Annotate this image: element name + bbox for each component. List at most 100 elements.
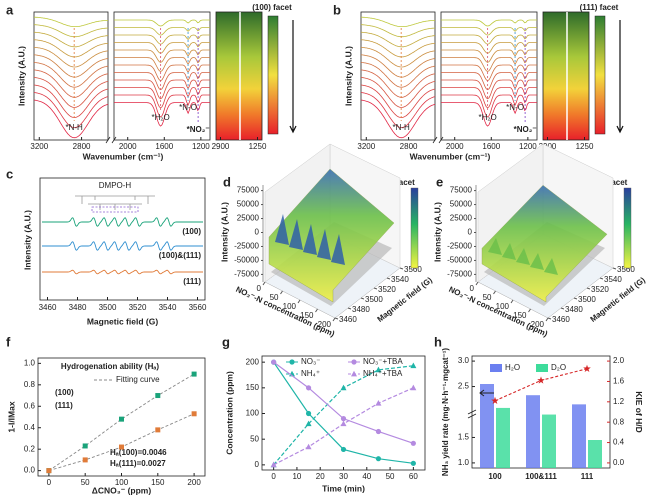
chart-title: Hydrogenation ability (Hₐ) — [61, 362, 159, 371]
x-tick-label: 100 — [283, 302, 297, 311]
x-tick — [262, 281, 266, 286]
spectrum-curve — [360, 31, 436, 48]
spectrum-curve — [114, 102, 210, 127]
plot-frame — [360, 11, 436, 141]
x-tick-label: 3520 — [129, 303, 147, 312]
spectrum-curve — [114, 57, 210, 72]
spectrum-curve — [441, 49, 537, 63]
spectrum-curve — [360, 24, 436, 38]
epr-trace — [42, 217, 203, 227]
y-tick-label: 3540 — [604, 275, 622, 284]
surface-ridge — [502, 243, 516, 260]
legend-swatch — [536, 364, 548, 372]
spectrum-curve — [114, 19, 210, 27]
spectrum-curve — [114, 49, 210, 63]
annotation: DMPO-H — [99, 181, 132, 190]
y-tick — [586, 287, 591, 290]
spectrum-curve — [441, 102, 537, 127]
z-tick-label: 75000 — [237, 186, 260, 195]
x-tick-label: 0 — [470, 284, 475, 293]
spectrum-curve — [33, 84, 109, 118]
spectrum-curve — [360, 46, 436, 68]
spectrum-curve — [441, 42, 537, 54]
spectrum-curve — [33, 24, 109, 38]
surface-ridge — [317, 229, 331, 260]
spectrum-curve — [360, 92, 436, 128]
x-tick-label: 0 — [271, 472, 276, 481]
x-tick-label: 50 — [386, 472, 395, 481]
y-tick — [334, 317, 339, 320]
point — [340, 384, 347, 391]
z-tick-label: -50000 — [447, 256, 472, 265]
spectrum-curve — [114, 72, 210, 91]
panel-label: b — [333, 2, 341, 17]
y-tick — [573, 297, 578, 300]
y-tick-label: 0.6 — [24, 401, 36, 410]
x-tick — [280, 290, 283, 295]
x-tick-label: 150 — [151, 478, 165, 487]
point — [82, 443, 88, 449]
x-tick-label: 200 — [187, 478, 201, 487]
point — [410, 440, 416, 446]
x-tick-label: 1250 — [576, 142, 594, 151]
x-tick-label: 60 — [409, 472, 418, 481]
spectrum-curve — [441, 57, 537, 72]
heatmap — [542, 11, 590, 141]
point — [119, 444, 124, 450]
x-tick-label: 100&111 — [525, 472, 557, 481]
annotation: *N-O — [506, 103, 524, 112]
kie-point — [491, 396, 499, 405]
series-line — [273, 387, 414, 466]
kie-line — [494, 368, 588, 402]
y-tick — [373, 287, 378, 290]
legend-label: NH₄⁺ — [301, 369, 320, 378]
x-tick — [493, 290, 496, 295]
x-tick-label: 2800 — [73, 142, 91, 151]
y-axis-label: Intensity (A.U.) — [343, 46, 353, 106]
epr-trace — [42, 241, 203, 251]
y-tick-label: 3540 — [391, 275, 409, 284]
bar — [480, 384, 494, 468]
y-tick-label: 3500 — [365, 295, 383, 304]
spectrum-curve — [33, 16, 108, 27]
legend-label: (111) — [55, 401, 73, 410]
spectrum-curve — [441, 94, 537, 118]
annotation: *N-H — [65, 123, 83, 132]
plot-frame — [33, 11, 109, 141]
plot-frame — [39, 177, 206, 301]
bar — [588, 440, 602, 468]
x-tick-label: 1600 — [155, 142, 173, 151]
z-tick-label: -75000 — [447, 270, 472, 279]
facet-label: (100) facet — [252, 3, 292, 12]
y2-tick-label: 0.4 — [613, 438, 625, 447]
spectrum-curve — [114, 94, 210, 118]
y-tick — [599, 277, 604, 280]
legend-label: H₂O — [505, 363, 520, 372]
x-tick — [332, 317, 336, 322]
x-tick-label: 10 — [292, 472, 301, 481]
z-tick-label: -50000 — [234, 256, 259, 265]
legend-label: D₂O — [551, 363, 566, 372]
legend-label: (100) — [182, 227, 201, 236]
z-tick-label: -75000 — [234, 270, 259, 279]
spectrum-curve — [114, 79, 210, 100]
surface — [481, 184, 608, 303]
y-tick-label: 3560 — [617, 265, 635, 274]
point — [375, 428, 382, 435]
point — [155, 427, 161, 433]
y-tick-label: 150 — [246, 383, 260, 392]
point — [410, 460, 416, 466]
time-arrow — [616, 20, 624, 134]
legend-label: Fitting curve — [116, 375, 160, 384]
axis-break — [467, 409, 477, 419]
z-tick-label: 75000 — [450, 186, 473, 195]
panel-label: d — [223, 174, 231, 189]
x-tick-label: 40 — [362, 472, 371, 481]
surface-ridge — [331, 234, 345, 265]
x-tick-label: 2900 — [212, 142, 230, 151]
panel-label: c — [6, 166, 13, 181]
x-tick-label: 1250 — [249, 142, 267, 151]
y-tick-label: 3460 — [339, 315, 357, 324]
point — [270, 461, 277, 468]
